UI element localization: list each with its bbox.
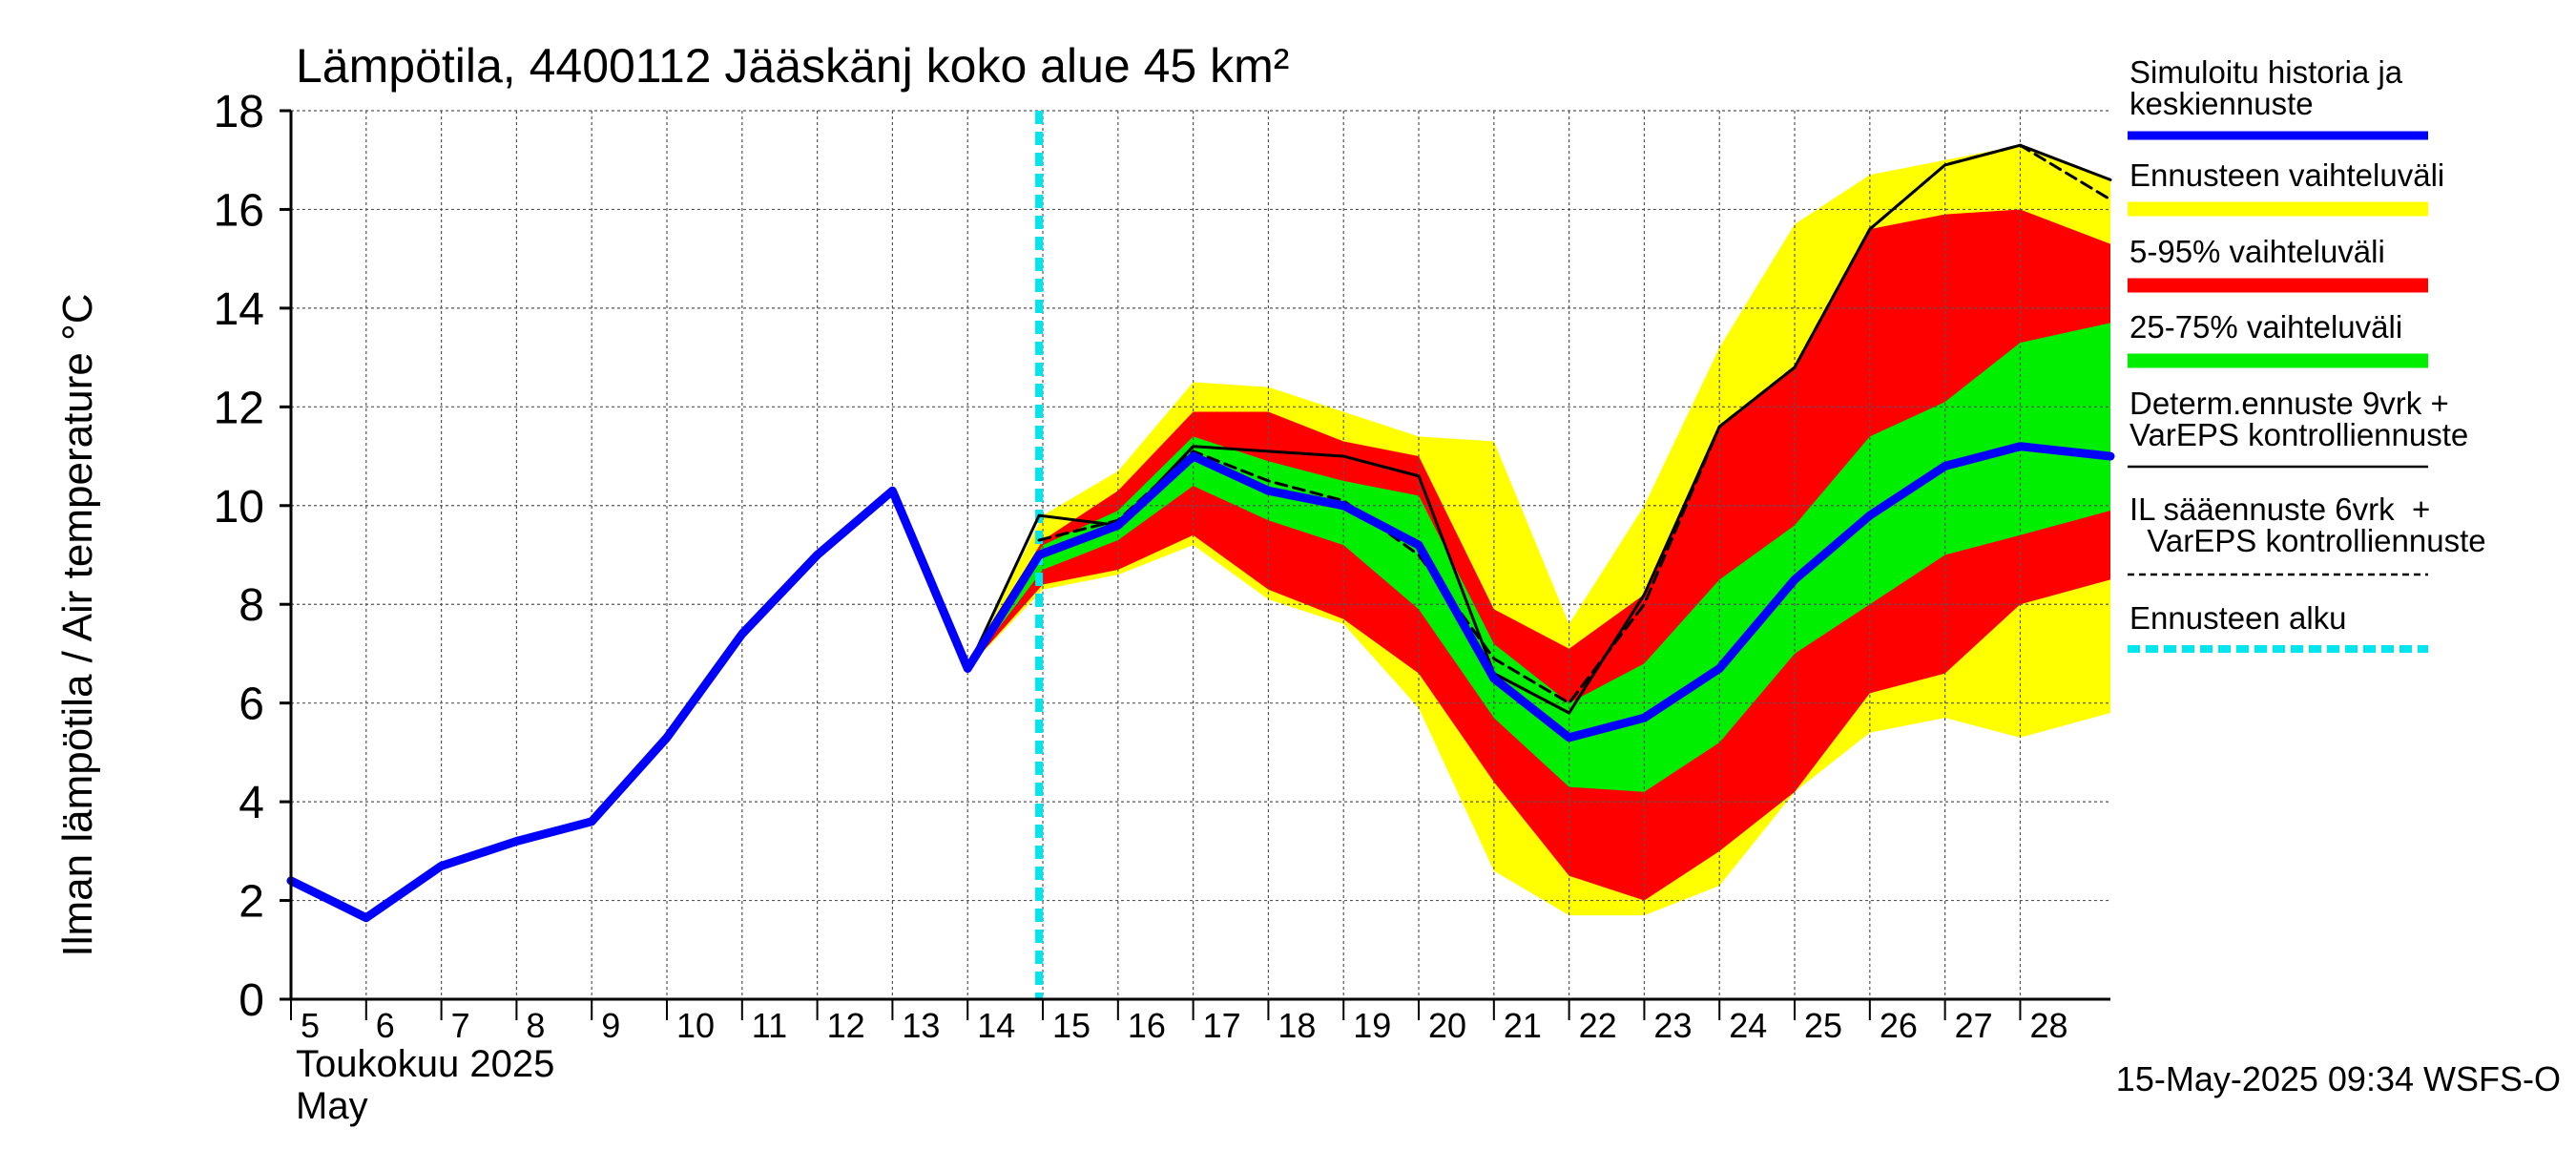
legend-label-0-0: Simuloitu historia ja	[2129, 54, 2403, 90]
x-tick-label-26: 26	[1880, 1006, 1918, 1045]
legend-label-2-0: 5-95% vaihteluväli	[2129, 234, 2385, 269]
x-tick-label-24: 24	[1729, 1006, 1767, 1045]
x-tick-label-17: 17	[1203, 1006, 1241, 1045]
x-axis-month-label: Toukokuu 2025	[296, 1043, 554, 1085]
y-tick-label-10: 10	[214, 482, 264, 533]
x-tick-label-28: 28	[2029, 1006, 2067, 1045]
series-lines	[286, 143, 2115, 923]
x-tick-label-11: 11	[752, 1006, 787, 1045]
legend-label-0-1: keskiennuste	[2129, 86, 2314, 121]
y-tick-label-8: 8	[239, 580, 264, 631]
axes	[280, 109, 2110, 1020]
chart-title: Lämpötila, 4400112 Jääskänj koko alue 45…	[296, 39, 1289, 93]
x-tick-label-12: 12	[827, 1006, 865, 1045]
y-tick-label-0: 0	[239, 975, 264, 1026]
x-tick-label-5: 5	[301, 1006, 320, 1045]
y-tick-label-6: 6	[239, 680, 264, 730]
x-tick-label-22: 22	[1579, 1006, 1617, 1045]
line-history	[286, 442, 2115, 923]
y-tick-label-12: 12	[214, 383, 264, 433]
legend-label-4-0: Determ.ennuste 9vrk +	[2129, 386, 2449, 421]
x-tick-label-9: 9	[601, 1006, 620, 1045]
legend-label-5-0: IL sääennuste 6vrk +	[2129, 491, 2430, 527]
x-tick-label-27: 27	[1955, 1006, 1993, 1045]
x-tick-label-16: 16	[1128, 1006, 1166, 1045]
band-range_5_95	[967, 209, 2111, 901]
timestamp-label: 15-May-2025 09:34 WSFS-O	[2116, 1059, 2561, 1098]
y-tick-label-4: 4	[239, 778, 264, 828]
y-tick-label-2: 2	[239, 877, 264, 928]
x-tick-label-21: 21	[1504, 1006, 1542, 1045]
x-tick-label-7: 7	[451, 1006, 470, 1045]
x-tick-label-25: 25	[1804, 1006, 1842, 1045]
x-axis-month-label-en: May	[296, 1085, 368, 1127]
x-tick-label-23: 23	[1653, 1006, 1692, 1045]
x-tick-label-20: 20	[1428, 1006, 1466, 1045]
x-tick-label-19: 19	[1353, 1006, 1391, 1045]
x-tick-label-8: 8	[526, 1006, 545, 1045]
legend-label-5-1: VarEPS kontrolliennuste	[2129, 523, 2486, 558]
x-tick-label-10: 10	[676, 1006, 715, 1045]
x-tick-label-14: 14	[977, 1006, 1015, 1045]
legend-label-1-0: Ennusteen vaihteluväli	[2129, 157, 2444, 193]
line-il	[1037, 143, 2112, 705]
y-tick-label-18: 18	[214, 87, 264, 137]
y-axis-label: Ilman lämpötila / Air temperature °C	[54, 294, 101, 957]
legend-label-3-0: 25-75% vaihteluväli	[2129, 309, 2402, 345]
x-tick-label-15: 15	[1052, 1006, 1091, 1045]
legend-label-4-1: VarEPS kontrolliennuste	[2129, 417, 2468, 452]
x-tick-label-6: 6	[376, 1006, 395, 1045]
y-tick-label-16: 16	[214, 185, 264, 236]
x-tick-label-13: 13	[902, 1006, 940, 1045]
legend-label-6-0: Ennusteen alku	[2129, 600, 2347, 636]
x-tick-label-18: 18	[1278, 1006, 1316, 1045]
y-tick-label-14: 14	[214, 284, 264, 335]
